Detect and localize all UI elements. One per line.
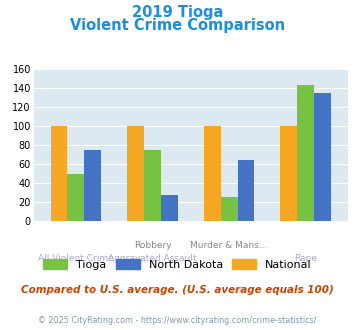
Bar	[204, 126, 221, 221]
Bar	[221, 197, 237, 221]
Bar	[161, 194, 178, 221]
Bar	[314, 93, 331, 221]
Text: 2019 Tioga: 2019 Tioga	[132, 5, 223, 20]
Text: All Violent Crime: All Violent Crime	[38, 254, 114, 263]
Text: Murder & Mans...: Murder & Mans...	[190, 241, 268, 249]
Text: Compared to U.S. average. (U.S. average equals 100): Compared to U.S. average. (U.S. average …	[21, 285, 334, 295]
Bar	[50, 126, 67, 221]
Bar	[144, 150, 161, 221]
Bar	[67, 174, 84, 221]
Legend: Tioga, North Dakota, National: Tioga, North Dakota, National	[39, 255, 316, 274]
Text: © 2025 CityRating.com - https://www.cityrating.com/crime-statistics/: © 2025 CityRating.com - https://www.city…	[38, 316, 317, 325]
Bar	[127, 126, 144, 221]
Text: Rape: Rape	[294, 254, 317, 263]
Bar	[280, 126, 297, 221]
Bar	[297, 85, 314, 221]
Bar	[84, 150, 101, 221]
Text: Robbery: Robbery	[134, 241, 171, 249]
Text: Violent Crime Comparison: Violent Crime Comparison	[70, 18, 285, 33]
Bar	[237, 160, 255, 221]
Text: Aggravated Assault: Aggravated Assault	[108, 254, 197, 263]
